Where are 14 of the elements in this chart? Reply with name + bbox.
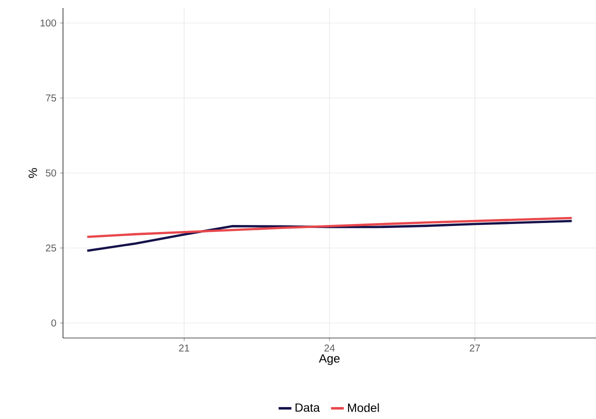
x-tick-label: 21: [179, 344, 190, 352]
y-axis-title: %: [28, 168, 38, 178]
line-series: [86, 216, 573, 238]
y-tick-label: 100: [40, 19, 56, 27]
legend-label: Data: [296, 403, 320, 412]
y-tick-label: 25: [46, 244, 56, 252]
y-tick-label: 0: [51, 319, 56, 327]
x-axis-title: Age: [318, 354, 340, 366]
y-tick-label: 75: [46, 94, 56, 102]
line-series: [86, 220, 573, 252]
legend-label: Model: [348, 403, 379, 412]
x-tick-label: 27: [470, 344, 480, 352]
x-tick-label: 24: [324, 344, 335, 352]
y-tick-label: 50: [46, 169, 56, 177]
